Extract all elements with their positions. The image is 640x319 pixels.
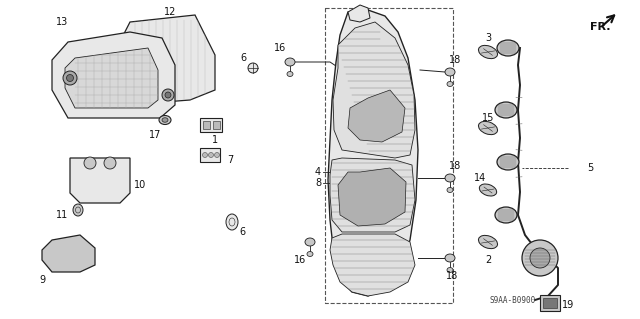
Text: 15: 15 [482, 113, 494, 123]
Text: 19: 19 [562, 300, 574, 310]
Circle shape [209, 152, 214, 158]
Ellipse shape [226, 214, 238, 230]
Bar [325, 8, 453, 303]
Ellipse shape [248, 63, 258, 73]
Text: 16: 16 [274, 43, 286, 53]
Polygon shape [65, 48, 158, 108]
Text: 2: 2 [485, 255, 491, 265]
Polygon shape [330, 234, 415, 296]
Ellipse shape [479, 235, 497, 249]
Ellipse shape [445, 254, 455, 262]
Polygon shape [328, 10, 418, 296]
Ellipse shape [305, 238, 315, 246]
Text: 8: 8 [315, 178, 321, 188]
Ellipse shape [495, 102, 517, 118]
Ellipse shape [495, 207, 517, 223]
Text: 4: 4 [315, 167, 321, 177]
Circle shape [104, 157, 116, 169]
Text: 18: 18 [449, 161, 461, 171]
Polygon shape [348, 90, 405, 142]
Bar [543, 298, 557, 308]
Text: 1: 1 [212, 135, 218, 145]
Ellipse shape [497, 40, 519, 56]
Text: 12: 12 [164, 7, 176, 17]
Text: 3: 3 [485, 33, 491, 43]
Bar [213, 121, 220, 129]
Ellipse shape [479, 184, 497, 196]
Ellipse shape [162, 118, 168, 122]
Bar [200, 118, 222, 132]
Bar [200, 148, 220, 162]
Text: FR.: FR. [590, 22, 611, 32]
Polygon shape [333, 22, 415, 158]
Polygon shape [70, 158, 130, 203]
Text: 13: 13 [56, 17, 68, 27]
Ellipse shape [307, 251, 313, 256]
Ellipse shape [447, 188, 453, 192]
Circle shape [202, 152, 207, 158]
Text: 11: 11 [56, 210, 68, 220]
Text: 10: 10 [134, 180, 146, 190]
Polygon shape [108, 15, 215, 105]
Text: 14: 14 [474, 173, 486, 183]
Circle shape [214, 152, 220, 158]
Text: 5: 5 [587, 163, 593, 173]
Bar [203, 121, 210, 129]
Text: 18: 18 [446, 271, 458, 281]
Ellipse shape [497, 154, 519, 170]
Circle shape [63, 71, 77, 85]
Text: S9AA-B0900: S9AA-B0900 [490, 296, 536, 305]
Polygon shape [42, 235, 95, 272]
Ellipse shape [479, 45, 497, 59]
Circle shape [165, 92, 171, 98]
Ellipse shape [287, 71, 293, 77]
Text: 16: 16 [294, 255, 306, 265]
Circle shape [67, 75, 74, 81]
Text: 6: 6 [239, 227, 245, 237]
Ellipse shape [445, 68, 455, 76]
Ellipse shape [159, 115, 171, 124]
Text: 18: 18 [449, 55, 461, 65]
Text: 9: 9 [39, 275, 45, 285]
Ellipse shape [445, 174, 455, 182]
Text: 6: 6 [240, 53, 246, 63]
Circle shape [84, 157, 96, 169]
Polygon shape [330, 158, 415, 232]
Polygon shape [52, 32, 175, 118]
Ellipse shape [447, 268, 453, 272]
Circle shape [522, 240, 558, 276]
Text: 17: 17 [149, 130, 161, 140]
Circle shape [530, 248, 550, 268]
Ellipse shape [479, 122, 497, 135]
Polygon shape [348, 5, 370, 22]
Circle shape [162, 89, 174, 101]
Ellipse shape [73, 204, 83, 216]
Bar [540, 295, 560, 311]
Text: 7: 7 [227, 155, 233, 165]
Ellipse shape [447, 81, 453, 86]
Polygon shape [338, 168, 406, 226]
Ellipse shape [285, 58, 295, 66]
